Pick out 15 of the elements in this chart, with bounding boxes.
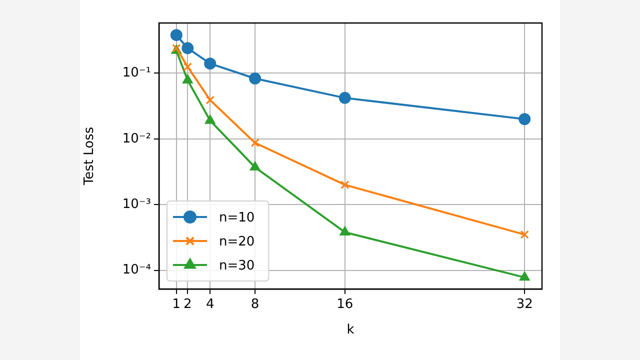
legend-label: n=30 bbox=[219, 258, 255, 274]
y-tick-label: 10⁻¹ bbox=[122, 66, 151, 81]
x-tick-label: 16 bbox=[336, 297, 354, 312]
x-tick-label: 32 bbox=[516, 297, 533, 312]
x-tick-label: 8 bbox=[250, 297, 260, 312]
x-tick-label: 4 bbox=[206, 297, 214, 312]
y-tick-label: 10⁻³ bbox=[122, 196, 151, 212]
x-tick-label: 1 bbox=[172, 297, 181, 312]
x-tick-label: 2 bbox=[184, 297, 192, 312]
y-tick-label: 10⁻² bbox=[122, 131, 151, 146]
legend-label: n=10 bbox=[219, 210, 255, 226]
y-tick-label: 10⁻⁴ bbox=[122, 262, 151, 278]
legend-label: n=20 bbox=[219, 234, 255, 250]
y-axis-title: Test Loss bbox=[82, 126, 98, 186]
x-axis-title: k bbox=[346, 322, 355, 338]
